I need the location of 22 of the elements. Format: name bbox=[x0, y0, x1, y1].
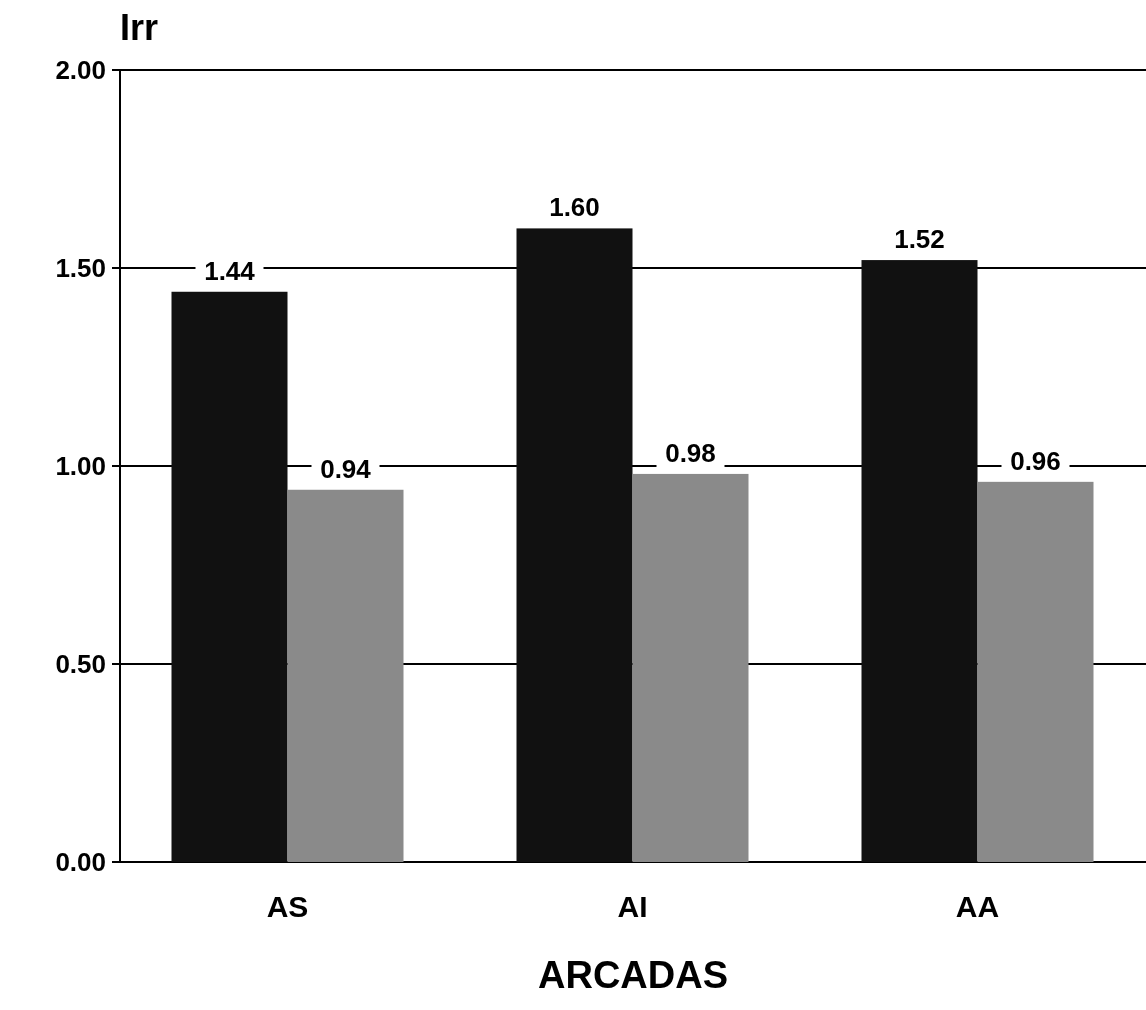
data-label: 1.60 bbox=[549, 192, 600, 223]
x-axis-title: ARCADAS bbox=[538, 954, 728, 996]
data-label: 0.98 bbox=[665, 437, 716, 468]
bar bbox=[977, 481, 1094, 862]
x-tick-label: AS bbox=[266, 890, 309, 923]
y-tick-label: 0.50 bbox=[55, 649, 106, 680]
data-label: 0.96 bbox=[1010, 445, 1061, 476]
data-label: 1.52 bbox=[894, 224, 945, 255]
y-tick-label: 2.00 bbox=[55, 55, 106, 86]
y-tick-label: 1.50 bbox=[55, 253, 106, 284]
y-axis-title: Irr bbox=[120, 7, 159, 48]
x-tick-label: AI bbox=[617, 890, 648, 923]
bar bbox=[861, 260, 978, 862]
data-label: 1.44 bbox=[204, 255, 256, 286]
x-tick-label: AA bbox=[955, 890, 1000, 923]
bar bbox=[516, 228, 633, 862]
bar bbox=[632, 473, 749, 862]
data-label: 0.94 bbox=[320, 453, 372, 484]
y-tick-label: 1.00 bbox=[55, 451, 106, 482]
bar bbox=[171, 291, 288, 862]
bar bbox=[287, 489, 404, 862]
y-tick-label: 0.00 bbox=[55, 847, 106, 878]
